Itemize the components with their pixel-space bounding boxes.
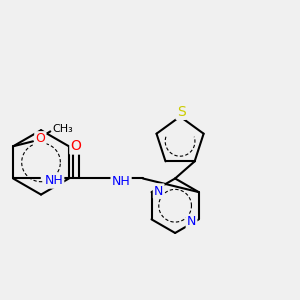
Text: S: S: [177, 105, 185, 118]
Text: NH: NH: [112, 175, 130, 188]
Text: CH₃: CH₃: [53, 124, 74, 134]
Text: O: O: [35, 132, 45, 146]
Text: N: N: [154, 184, 164, 198]
Text: N: N: [187, 215, 196, 228]
Text: O: O: [70, 139, 82, 153]
Text: NH: NH: [44, 175, 63, 188]
